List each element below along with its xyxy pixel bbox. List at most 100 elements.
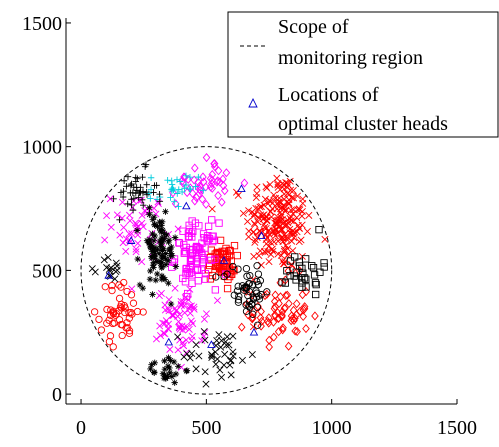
data-point — [240, 178, 249, 188]
data-point — [280, 190, 288, 198]
data-point — [277, 213, 285, 221]
data-point — [212, 360, 220, 368]
data-point — [254, 280, 263, 289]
y-tick-label: 500 — [32, 260, 62, 282]
data-point — [192, 183, 199, 190]
data-point — [320, 263, 328, 271]
data-point — [253, 262, 261, 270]
data-point — [150, 237, 158, 244]
data-point — [285, 200, 293, 208]
data-point — [251, 211, 259, 219]
cluster-series-4 — [168, 216, 230, 301]
data-point — [187, 254, 195, 262]
data-point — [194, 243, 202, 252]
data-point — [274, 327, 283, 337]
data-point — [159, 238, 166, 245]
data-point — [281, 230, 289, 238]
data-point — [113, 266, 121, 274]
data-point — [185, 246, 194, 254]
data-point — [186, 302, 194, 310]
data-point — [299, 195, 307, 203]
cluster-head-marker — [249, 327, 259, 336]
data-point — [250, 219, 258, 227]
data-point — [147, 365, 154, 373]
data-point — [194, 177, 203, 187]
data-point — [195, 352, 203, 360]
data-point — [214, 191, 222, 201]
data-point — [115, 316, 124, 324]
data-point — [300, 304, 309, 314]
data-point — [125, 230, 133, 238]
data-point — [166, 345, 174, 353]
data-point — [129, 299, 138, 307]
x-tick-label: 1000 — [312, 417, 352, 439]
data-point — [200, 234, 208, 242]
data-point — [162, 375, 170, 382]
data-point — [227, 371, 235, 379]
data-point — [282, 291, 290, 301]
data-point — [315, 225, 323, 234]
data-point — [280, 260, 288, 268]
cluster-head-marker — [126, 236, 136, 244]
data-point — [274, 228, 282, 236]
data-point — [270, 191, 278, 199]
data-point — [151, 221, 158, 229]
data-point — [171, 379, 178, 386]
data-point — [283, 236, 291, 244]
data-point — [207, 178, 216, 189]
data-point — [134, 239, 142, 247]
data-point — [148, 361, 155, 368]
cluster-series-11 — [212, 262, 271, 329]
data-point — [186, 185, 193, 193]
data-point — [106, 195, 114, 203]
data-point — [158, 275, 165, 283]
data-point — [111, 275, 119, 283]
data-point — [191, 196, 199, 206]
data-point — [208, 169, 217, 180]
monitoring-region-boundary — [80, 146, 333, 395]
data-point — [109, 319, 117, 328]
data-point — [264, 318, 273, 328]
data-point — [302, 283, 310, 291]
legend: Scope of monitoring region Locations of opt… — [227, 11, 499, 138]
data-point — [229, 262, 237, 271]
data-point — [190, 175, 198, 185]
data-point — [162, 317, 170, 325]
data-point — [219, 250, 227, 259]
data-point — [216, 236, 225, 245]
data-point — [166, 246, 174, 253]
data-point — [165, 238, 172, 246]
data-point — [149, 262, 157, 269]
data-point — [191, 163, 199, 173]
data-point — [293, 327, 301, 337]
cluster-series-7 — [101, 195, 182, 293]
data-point — [107, 223, 115, 231]
data-point — [202, 310, 210, 318]
data-point — [286, 177, 294, 185]
data-point — [100, 256, 108, 264]
data-point — [117, 320, 125, 329]
data-point — [302, 255, 310, 263]
data-point — [276, 292, 285, 302]
data-point — [150, 259, 157, 266]
cluster-series-14 — [147, 354, 191, 386]
data-point — [182, 264, 191, 273]
data-point — [213, 297, 221, 305]
data-point — [279, 257, 287, 265]
data-point — [201, 275, 209, 283]
data-point — [103, 212, 111, 220]
data-point — [226, 357, 235, 365]
data-point — [125, 329, 134, 337]
data-point — [150, 189, 157, 196]
data-point — [268, 245, 276, 253]
data-point — [283, 221, 291, 229]
data-point — [116, 216, 123, 224]
data-point — [152, 276, 160, 284]
data-point — [156, 258, 164, 265]
data-point — [213, 176, 222, 186]
data-point — [298, 283, 306, 291]
data-point — [274, 213, 282, 221]
data-point — [154, 270, 161, 278]
data-point — [128, 230, 136, 238]
data-point — [118, 198, 126, 206]
